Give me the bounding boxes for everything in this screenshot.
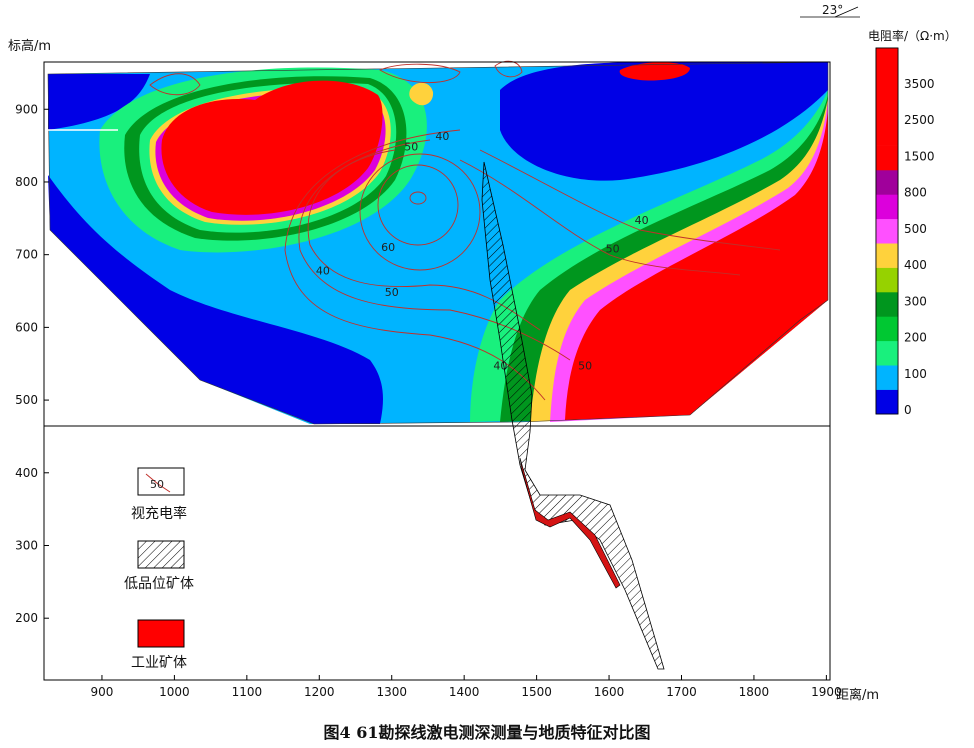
colorbar-swatch [876,145,898,171]
colorbar-border [875,47,899,415]
legend-swatch-low-grade [137,540,185,569]
y-tick-label: 600 [15,320,38,334]
legend-swatch-industrial [137,619,185,648]
resistivity-section [47,61,829,425]
dark-blue-left [48,74,150,130]
colorbar-label: 2500 [904,113,935,127]
colorbar-swatch [876,389,898,415]
y-tick-label: 400 [15,466,38,480]
low-grade-ore-body [481,161,665,670]
colorbar-label: 0 [904,403,912,417]
x-axis: 900 1000 1100 1200 1300 1400 1500 1600 1700 1800 1… [91,675,842,699]
dark-blue-bottom-left [48,175,383,424]
colorbar-label: 400 [904,258,927,272]
x-tick-label: 1400 [449,685,480,699]
x-tick-label: 1700 [666,685,697,699]
x-tick-label: 1000 [159,685,190,699]
x-tick-label: 1200 [304,685,335,699]
colorbar-swatch [876,170,898,195]
colorbar-swatch [876,340,898,366]
colorbar-swatch [876,218,898,244]
dark-blue-top-right [500,61,828,181]
contour-inner [409,191,427,205]
legend-swatch-chargeability [137,467,185,496]
colorbar-swatch [876,194,898,220]
contour-55 [359,153,481,271]
figure-caption: 图4 61勘探线激电测深测量与地质特征对比图 [324,723,651,742]
contour-label: 50 [606,242,620,255]
colorbar-swatch [876,267,898,293]
colorbar-swatch [876,48,898,73]
ore-bodies [481,161,665,670]
y-axis-title: 标高/m [8,38,51,54]
legend-label-industrial: 工业矿体 [131,655,187,671]
colorbar: 电阻率/（Ω·m） 0 100 200 300 400 500 800 1500 2500 350… [868,28,957,417]
colorbar-label: 200 [904,331,927,345]
colorbar-swatch [876,365,898,390]
y-tick-label: 900 [15,102,38,116]
contour-60 [377,164,459,246]
contour-label: 60 [381,241,395,254]
x-tick-label: 1800 [739,685,770,699]
colorbar-swatch [876,292,898,317]
x-tick-label: 1300 [376,685,407,699]
colorbar-label: 500 [904,222,927,236]
yellow-top-spot [409,82,434,106]
colorbar-swatch [876,243,898,268]
y-axis: 200 300 400 500 600 700 800 900 [15,102,49,625]
colorbar-label: 800 [904,186,927,200]
colorbar-label: 1500 [904,149,935,163]
contour-top-mid [378,63,461,84]
y-tick-label: 300 [15,538,38,552]
contour-top-left [149,73,201,96]
contour-label: 40 [316,264,330,277]
y-tick-label: 200 [15,611,38,625]
y-tick-label: 700 [15,248,38,262]
colorbar-label: 100 [904,367,927,381]
orientation-mark: 23° [800,3,860,18]
legend-contour-sample: 50 [150,478,164,491]
contour-50-right [459,159,741,276]
x-tick-label: 1100 [232,685,263,699]
colorbar-label: 3500 [904,77,935,91]
colorbar-title: 电阻率/（Ω·m） [868,28,957,43]
contour-label: 50 [385,286,399,299]
contour-40-left [284,129,546,401]
y-tick-label: 800 [15,175,38,189]
contour-label: 40 [635,214,649,227]
axes-frame [43,61,831,681]
legend: 50 视充电率 低品位矿体 工业矿体 [124,467,194,671]
legend-contour-line [145,473,171,493]
red-body-right [565,108,828,420]
x-tick-label: 1500 [521,685,552,699]
x-tick-label: 1600 [594,685,625,699]
x-tick-label: 900 [91,685,114,699]
industrial-ore-body [519,457,621,589]
colorbar-swatch [876,121,898,146]
colorbar-swatch [876,316,898,342]
legend-label-low-grade: 低品位矿体 [124,576,194,592]
x-axis-title: 距离/m [836,687,879,703]
contour-50-left [307,149,541,331]
contour-label: 50 [578,360,592,373]
x-tick-label: 1900 [811,685,842,699]
orientation-angle-label: 23° [822,3,843,17]
legend-label-chargeability: 视充电率 [131,505,187,522]
y-tick-label: 500 [15,393,38,407]
colorbar-label: 300 [904,294,927,308]
contour-40-right [479,149,781,251]
contour-label: 50 [404,141,418,154]
contour-label: 40 [435,130,449,143]
colorbar-swatch [876,72,898,98]
colorbar-swatch [876,96,898,122]
red-top-right [619,62,690,81]
